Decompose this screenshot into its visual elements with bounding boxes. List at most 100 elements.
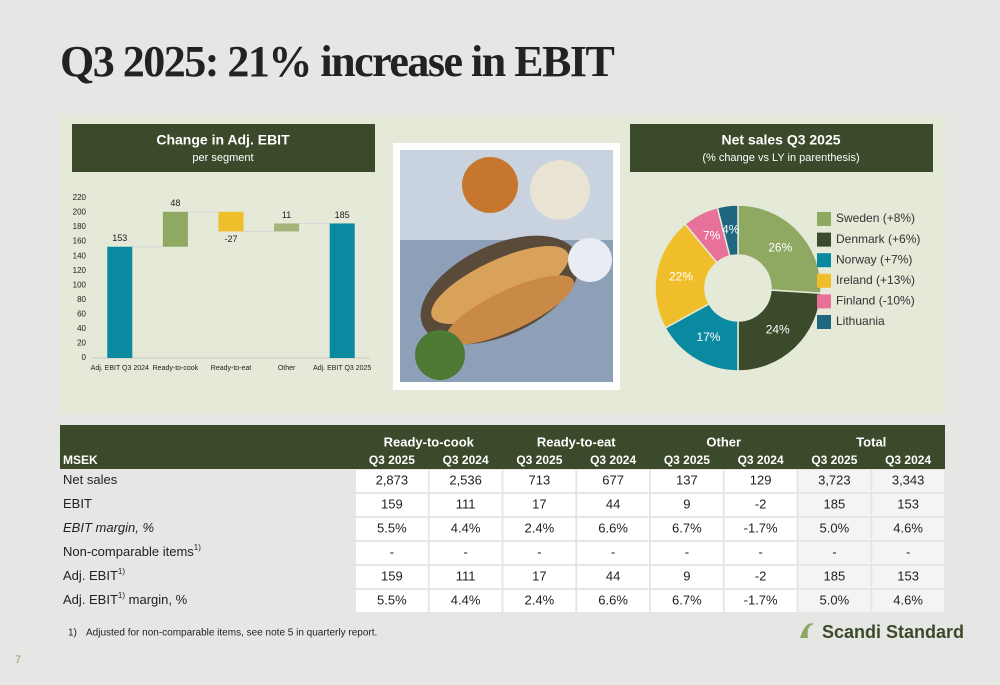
y-tick-label: 60 [77, 309, 86, 318]
cell-value: 5.5% [377, 592, 407, 607]
legend-label: Denmark (+6%) [836, 232, 920, 246]
cell-value: -2 [755, 568, 767, 583]
cell-value: 4.4% [451, 520, 481, 535]
column-header: Q3 2024 [885, 453, 931, 467]
table-cell [872, 590, 944, 612]
table-cell [356, 494, 428, 516]
bar [329, 223, 355, 358]
logo-icon [800, 623, 814, 638]
table-cell [798, 542, 871, 564]
value-label: 17% [696, 330, 720, 344]
cell-value: - [611, 544, 615, 559]
cell-value: 2.4% [525, 592, 555, 607]
y-tick-label: 100 [73, 280, 87, 289]
column-header: Q3 2025 [516, 453, 562, 467]
table-cell [872, 494, 944, 516]
row-label-part: Net sales [63, 472, 118, 487]
group-header: Total [856, 434, 886, 449]
row-label: Net sales [63, 472, 118, 487]
cell-value: 44 [606, 568, 620, 583]
bar [218, 211, 244, 232]
legend-label: Sweden (+8%) [836, 211, 915, 225]
table-cell [577, 518, 649, 540]
row-label: Non-comparable items1)​ [63, 543, 201, 559]
table-cell [872, 542, 944, 564]
legend-swatch [817, 232, 831, 247]
table-cell [577, 494, 649, 516]
group-header: Other [706, 434, 741, 449]
x-tick-label: Ready-to-eat [211, 365, 252, 372]
cell-value: - [537, 544, 541, 559]
cell-value: - [906, 544, 910, 559]
y-tick-label: 160 [73, 237, 87, 246]
table-cell [356, 518, 428, 540]
legend-swatch [817, 212, 831, 226]
chart-title: Change in Adj. EBIT [156, 132, 290, 148]
table-cell [651, 590, 723, 612]
x-tick-label: Ready-to-cook [153, 365, 199, 372]
legend-label: Ireland (+13%) [836, 273, 915, 287]
footnote: Adjusted for non-comparable items, see n… [86, 628, 377, 639]
donut-slice [737, 289, 822, 372]
table-cell [429, 518, 502, 540]
group-header: Ready-to-eat [537, 434, 616, 449]
cell-value: -1.7% [744, 520, 778, 535]
legend-label: Lithuania [836, 314, 885, 328]
chart-header [72, 124, 375, 172]
column-header: Q3 2025 [664, 453, 710, 467]
superscript: 1) [194, 543, 201, 552]
table-cell [356, 590, 428, 612]
value-label: 22% [669, 269, 693, 283]
table-cell [724, 590, 797, 612]
cell-value: 4.4% [451, 592, 481, 607]
superscript: 1) [118, 591, 125, 600]
value-label: 7% [703, 228, 721, 242]
table-cell [798, 494, 871, 516]
table-cell [577, 470, 649, 492]
bar [162, 211, 188, 247]
bar [274, 223, 300, 232]
cell-value: 677 [602, 472, 624, 487]
cell-value: 2,873 [376, 472, 409, 487]
cell-value: - [758, 544, 762, 559]
superscript: 1) [118, 567, 125, 576]
cell-value: 6.6% [598, 592, 628, 607]
cell-value: 159 [381, 496, 403, 511]
cell-value: - [463, 544, 467, 559]
cell-value: 9 [683, 496, 690, 511]
table-corner: MSEK [63, 453, 98, 467]
donut-slice [716, 204, 739, 257]
value-label: 24% [766, 322, 790, 336]
table-cell [798, 566, 871, 588]
cell-value: - [685, 544, 689, 559]
cell-value: 5.5% [377, 520, 407, 535]
chart-subtitle: per segment [192, 152, 253, 164]
value-label: 4% [722, 223, 740, 237]
row-label: Adj. EBIT1)​ margin, % [63, 591, 188, 607]
legend-swatch [817, 273, 831, 288]
x-tick-label: Adj. EBIT Q3 2024 [91, 365, 149, 372]
photo [393, 143, 620, 390]
cell-value: 3,723 [818, 472, 851, 487]
cell-value: 44 [606, 496, 620, 511]
row-label-part: Adj. EBIT [63, 592, 118, 607]
legend-label: Finland (-10%) [836, 294, 915, 308]
chart-header [630, 124, 933, 172]
row-label-part: margin, % [125, 592, 188, 607]
column-header: Q3 2024 [590, 453, 636, 467]
row-label: EBIT margin, % [63, 520, 154, 535]
x-tick-label: Adj. EBIT Q3 2025 [313, 365, 371, 372]
value-label: 11 [282, 210, 291, 220]
table-cell [503, 518, 576, 540]
y-tick-label: 20 [77, 339, 86, 348]
value-label: -27 [224, 234, 237, 244]
cell-value: -2 [755, 496, 767, 511]
table-cell [429, 590, 502, 612]
table-cell [724, 542, 797, 564]
table-cell [651, 542, 723, 564]
table-cell [356, 470, 428, 492]
page-number: 7 [15, 654, 21, 666]
cell-value: 5.0% [820, 592, 850, 607]
table-cell [356, 542, 428, 564]
table-cell [651, 470, 723, 492]
